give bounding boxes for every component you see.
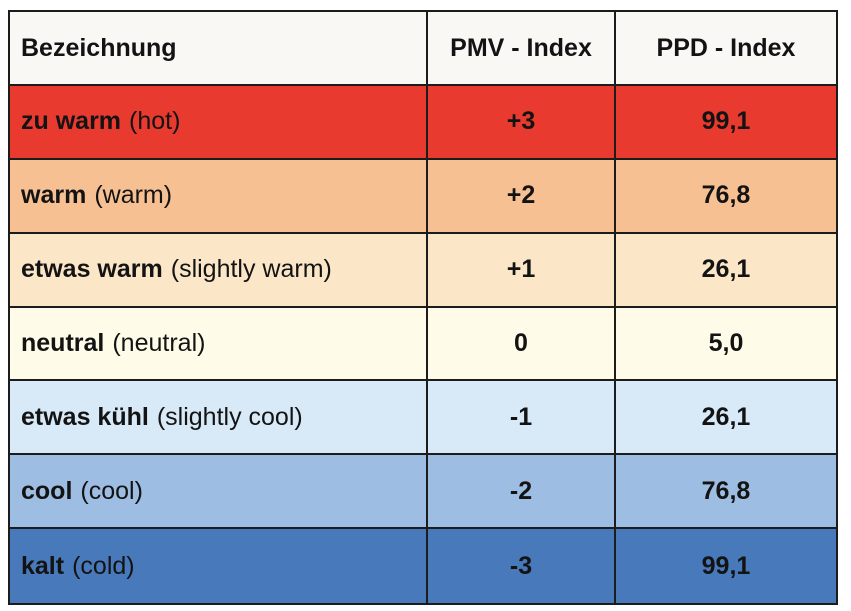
row-etwas-warm-pmv: +1 — [428, 233, 616, 308]
row-warm-pmv: +2 — [428, 159, 616, 234]
row-cool-name: cool (cool) — [10, 455, 428, 530]
row-term: kalt — [21, 551, 65, 580]
row-translation: (cold) — [72, 551, 135, 580]
pmv-ppd-table: Bezeichnung PMV - Index PPD - Index zu w… — [8, 10, 838, 605]
row-term: cool — [21, 476, 73, 505]
row-neutral-ppd: 5,0 — [616, 307, 836, 382]
row-translation: (neutral) — [112, 328, 206, 357]
row-term: etwas warm — [21, 255, 163, 284]
header-bezeichnung: Bezeichnung — [10, 12, 428, 86]
row-etwas-warm-ppd: 26,1 — [616, 233, 836, 308]
row-warm-name: warm (warm) — [10, 159, 428, 234]
row-zu-warm-ppd: 99,1 — [616, 86, 836, 160]
row-term: zu warm — [21, 107, 122, 136]
row-translation: (cool) — [80, 476, 143, 505]
row-cool-ppd: 76,8 — [616, 455, 836, 530]
row-neutral-name: neutral (neutral) — [10, 307, 428, 382]
row-etwas-kuehl-name: etwas kühl (slightly cool) — [10, 381, 428, 456]
row-kalt-name: kalt (cold) — [10, 529, 428, 603]
row-etwas-kuehl-pmv: -1 — [428, 381, 616, 456]
row-term: etwas kühl — [21, 402, 149, 431]
row-translation: (slightly warm) — [170, 255, 332, 284]
row-warm-ppd: 76,8 — [616, 159, 836, 234]
header-pmv-label: PMV - Index — [450, 33, 592, 62]
row-term: warm — [21, 181, 87, 210]
row-cool-pmv: -2 — [428, 455, 616, 530]
row-zu-warm-pmv: +3 — [428, 86, 616, 160]
header-bezeichnung-label: Bezeichnung — [21, 33, 177, 62]
row-neutral-pmv: 0 — [428, 307, 616, 382]
row-etwas-warm-name: etwas warm (slightly warm) — [10, 233, 428, 308]
row-kalt-pmv: -3 — [428, 529, 616, 603]
row-translation: (slightly cool) — [156, 402, 303, 431]
header-ppd-label: PPD - Index — [656, 33, 796, 62]
row-translation: (hot) — [129, 107, 181, 136]
row-translation: (warm) — [94, 181, 173, 210]
header-pmv-index: PMV - Index — [428, 12, 616, 86]
row-zu-warm-name: zu warm (hot) — [10, 86, 428, 160]
header-ppd-index: PPD - Index — [616, 12, 836, 86]
row-kalt-ppd: 99,1 — [616, 529, 836, 603]
row-etwas-kuehl-ppd: 26,1 — [616, 381, 836, 456]
row-term: neutral — [21, 328, 105, 357]
